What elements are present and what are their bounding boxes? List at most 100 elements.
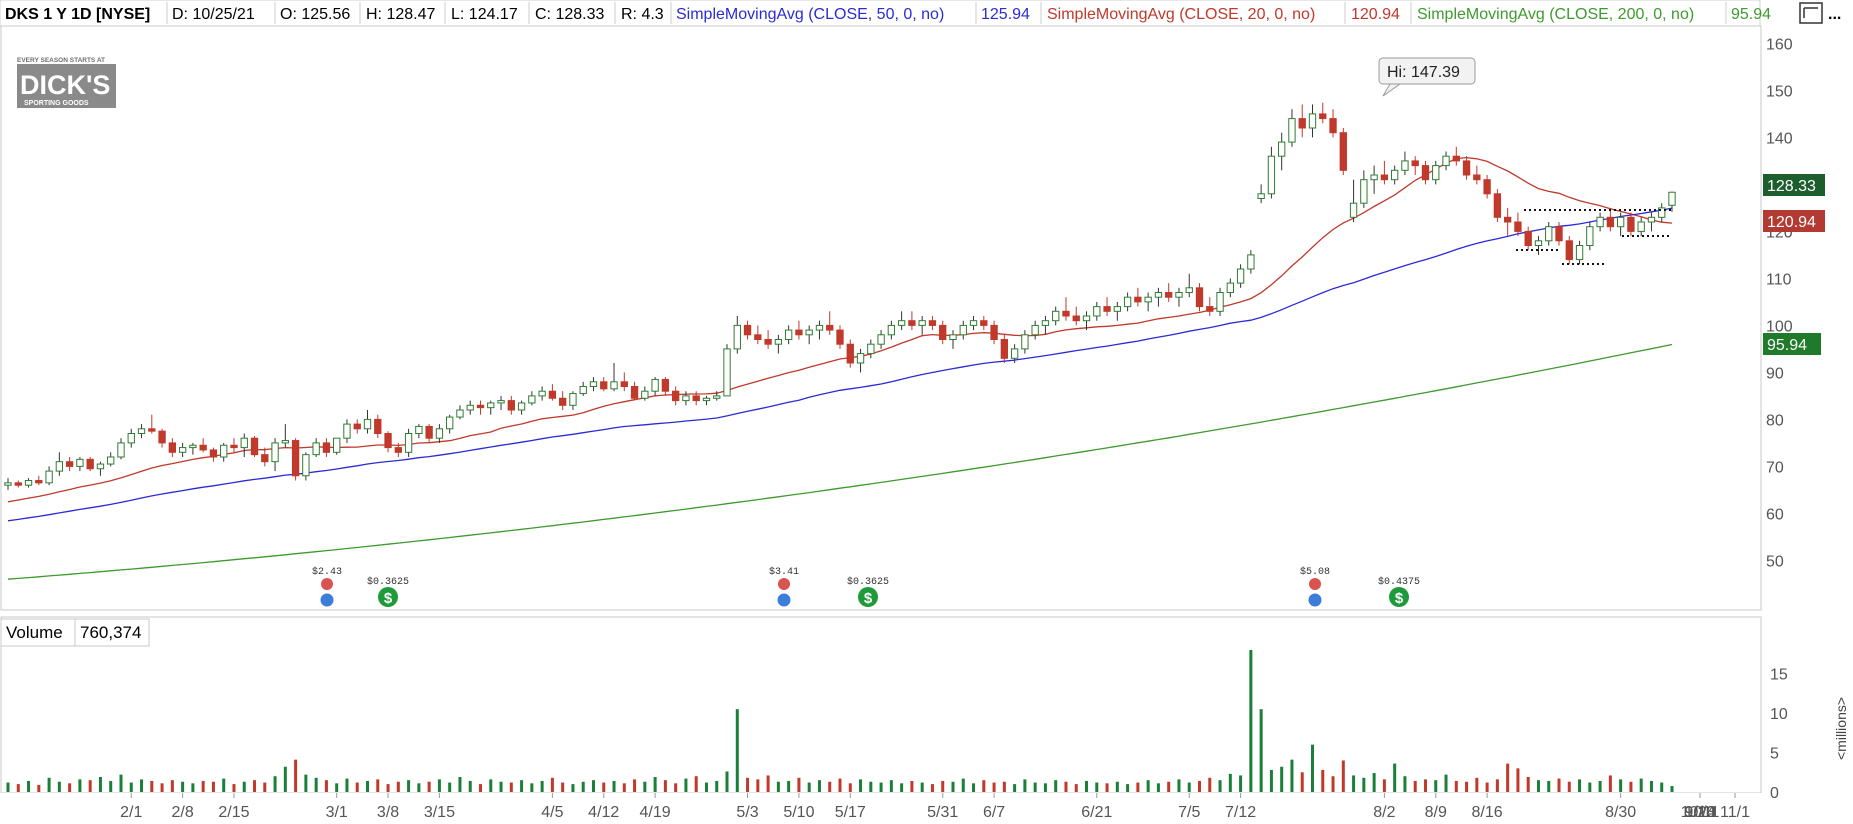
high-callout: Hi: 147.39 <box>1378 57 1476 97</box>
volume-bar <box>1208 777 1212 792</box>
candle-body <box>846 343 854 364</box>
volume-bar <box>57 781 61 792</box>
sma50-label[interactable]: SimpleMovingAvg (CLOSE, 50, 0, no) <box>676 6 944 23</box>
volume-bar <box>6 782 10 792</box>
high-readout: H: 128.47 <box>366 6 435 23</box>
volume-bar <box>1023 779 1027 792</box>
volume-bar <box>1146 780 1150 792</box>
svg-text:SPORTING GOODS: SPORTING GOODS <box>24 100 89 107</box>
volume-bar <box>807 782 811 792</box>
volume-bar <box>643 781 647 792</box>
candle-body <box>1503 216 1512 223</box>
candle-body <box>1123 296 1132 308</box>
volume-bar <box>1341 760 1345 792</box>
volume-bar <box>1002 781 1006 792</box>
volume-bar <box>817 780 821 792</box>
candle-body <box>1493 193 1502 218</box>
svg-text:Hi: 147.39: Hi: 147.39 <box>1387 64 1460 81</box>
volume-bar <box>314 777 318 792</box>
volume-bar <box>1331 776 1335 792</box>
volume-bar <box>1013 784 1017 792</box>
volume-bar <box>622 783 626 792</box>
candle-body <box>1278 141 1286 157</box>
volume-bar <box>345 778 349 792</box>
candle-body <box>1586 226 1594 246</box>
candle-body <box>723 348 731 397</box>
volume-bar <box>1495 779 1499 792</box>
date-tick-label: 5/17 <box>835 804 866 821</box>
more-studies[interactable]: ... <box>1828 6 1841 23</box>
range-readout: R: 4.3 <box>621 6 664 23</box>
volume-bar <box>1198 780 1202 792</box>
date-tick-label: 8/2 <box>1373 804 1395 821</box>
candle-body <box>384 433 392 449</box>
candle-body <box>487 402 495 409</box>
candle-body <box>959 324 967 336</box>
candle-body <box>220 444 228 458</box>
sma20-label[interactable]: SimpleMovingAvg (CLOSE, 20, 0, no) <box>1047 6 1315 23</box>
candle-body <box>1000 339 1009 359</box>
volume-bar <box>263 782 267 792</box>
candle-body <box>1010 348 1019 359</box>
candle-body <box>1627 216 1635 232</box>
candle-body <box>1144 296 1152 303</box>
volume-bar <box>140 779 144 792</box>
earnings-event[interactable]: $5.08 <box>1300 566 1330 607</box>
candle-body <box>1514 221 1522 232</box>
candle-body <box>1483 179 1491 195</box>
dividend-event[interactable]: $0.3625 $ <box>847 576 889 607</box>
volume-bar <box>581 781 585 792</box>
candle-body <box>969 320 978 326</box>
candle-body <box>754 334 762 340</box>
sma200-label[interactable]: SimpleMovingAvg (CLOSE, 200, 0, no) <box>1417 6 1694 23</box>
volume-bar <box>972 783 976 792</box>
date-tick-label: 7/12 <box>1225 804 1256 821</box>
candle-body <box>1647 216 1656 223</box>
candle-body <box>620 381 628 387</box>
volume-bar <box>1054 780 1058 792</box>
candle-body <box>795 329 803 336</box>
date-tick-label: 3/1 <box>326 804 348 821</box>
volume-bar <box>725 771 729 792</box>
candle-body <box>733 324 741 350</box>
candle-body <box>1093 306 1101 317</box>
volume-bar <box>1434 780 1438 792</box>
dividend-event[interactable]: $0.4375 $ <box>1378 576 1420 607</box>
volume-bar <box>561 782 565 792</box>
candle-body <box>1257 193 1265 200</box>
volume-bar <box>1043 783 1047 792</box>
volume-bar <box>181 781 185 792</box>
volume-bar <box>869 781 873 792</box>
candle-body <box>815 324 824 331</box>
candle-body <box>1308 113 1317 129</box>
volume-tick-label: 0 <box>1770 785 1779 802</box>
collapse-icon[interactable] <box>1799 2 1823 24</box>
candle-body <box>1041 320 1050 326</box>
candle-body <box>651 378 659 392</box>
event-label: $2.43 <box>312 566 342 578</box>
candle-body <box>836 329 844 345</box>
volume-bar <box>294 759 298 792</box>
candle-body <box>4 482 12 486</box>
dividend-event[interactable]: $0.3625 $ <box>367 576 409 607</box>
volume-bar <box>396 781 400 792</box>
candle-body <box>928 320 937 326</box>
candle-body <box>1288 118 1296 143</box>
volume-bar <box>1321 769 1325 792</box>
volume-tick-label: 10 <box>1770 706 1788 723</box>
dicks-logo: EVERY SEASON STARTS AT DICK'S SPORTING G… <box>17 57 116 108</box>
earnings-event[interactable]: $3.41 <box>769 566 799 607</box>
volume-bar <box>602 782 606 792</box>
earnings-event[interactable]: $2.43 <box>312 566 342 607</box>
volume-bar <box>242 781 246 792</box>
volume-bar <box>633 779 637 792</box>
candle-body <box>497 400 505 404</box>
volume-bar <box>540 780 544 792</box>
candle-body <box>1616 216 1625 228</box>
candle-body <box>353 423 361 430</box>
candle-body <box>1339 132 1347 171</box>
volume-bar <box>694 776 698 792</box>
date-tick-label: 10/11 <box>1681 804 1720 821</box>
volume-bar <box>797 777 801 792</box>
candle-body <box>456 409 464 418</box>
